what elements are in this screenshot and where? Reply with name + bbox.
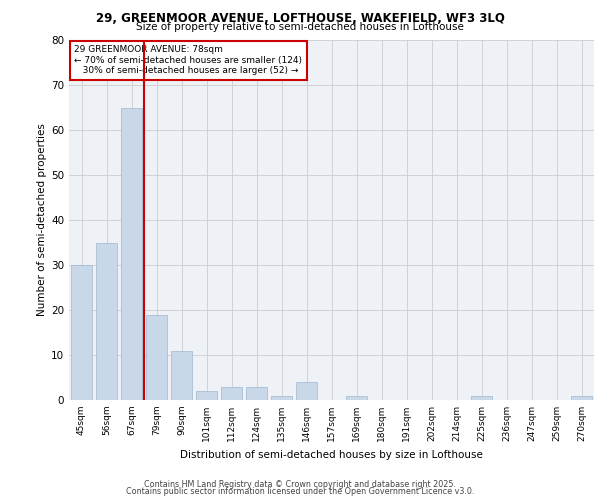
Y-axis label: Number of semi-detached properties: Number of semi-detached properties: [37, 124, 47, 316]
Text: Contains public sector information licensed under the Open Government Licence v3: Contains public sector information licen…: [126, 487, 474, 496]
Bar: [471, 396, 492, 400]
Bar: [246, 386, 267, 400]
Bar: [571, 396, 592, 400]
Text: 29 GREENMOOR AVENUE: 78sqm
← 70% of semi-detached houses are smaller (124)
   30: 29 GREENMOOR AVENUE: 78sqm ← 70% of semi…: [74, 46, 302, 75]
Bar: [71, 265, 92, 400]
Bar: [121, 108, 142, 400]
Bar: [346, 396, 367, 400]
Bar: [221, 386, 242, 400]
Bar: [271, 396, 292, 400]
Bar: [196, 391, 217, 400]
Bar: [146, 314, 167, 400]
Text: Contains HM Land Registry data © Crown copyright and database right 2025.: Contains HM Land Registry data © Crown c…: [144, 480, 456, 489]
Bar: [296, 382, 317, 400]
Bar: [171, 350, 192, 400]
Bar: [96, 242, 117, 400]
Text: Size of property relative to semi-detached houses in Lofthouse: Size of property relative to semi-detach…: [136, 22, 464, 32]
Text: 29, GREENMOOR AVENUE, LOFTHOUSE, WAKEFIELD, WF3 3LQ: 29, GREENMOOR AVENUE, LOFTHOUSE, WAKEFIE…: [95, 12, 505, 26]
X-axis label: Distribution of semi-detached houses by size in Lofthouse: Distribution of semi-detached houses by …: [180, 450, 483, 460]
